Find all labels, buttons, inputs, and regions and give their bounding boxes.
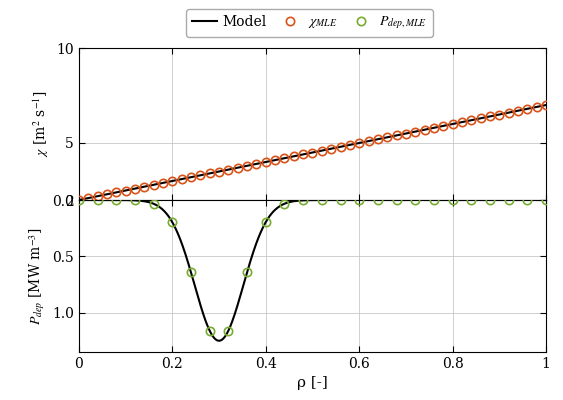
X-axis label: ρ [-]: ρ [-]	[297, 376, 328, 390]
Y-axis label: $P_{dep}$ [MW m$^{-3}$]: $P_{dep}$ [MW m$^{-3}$]	[27, 227, 47, 325]
Legend: Model, $\chi_{MLE}$, $P_{dep,MLE}$: Model, $\chi_{MLE}$, $P_{dep,MLE}$	[186, 9, 433, 37]
Y-axis label: $\chi$ [m$^2$ s$^{-1}$]: $\chi$ [m$^2$ s$^{-1}$]	[32, 91, 51, 157]
